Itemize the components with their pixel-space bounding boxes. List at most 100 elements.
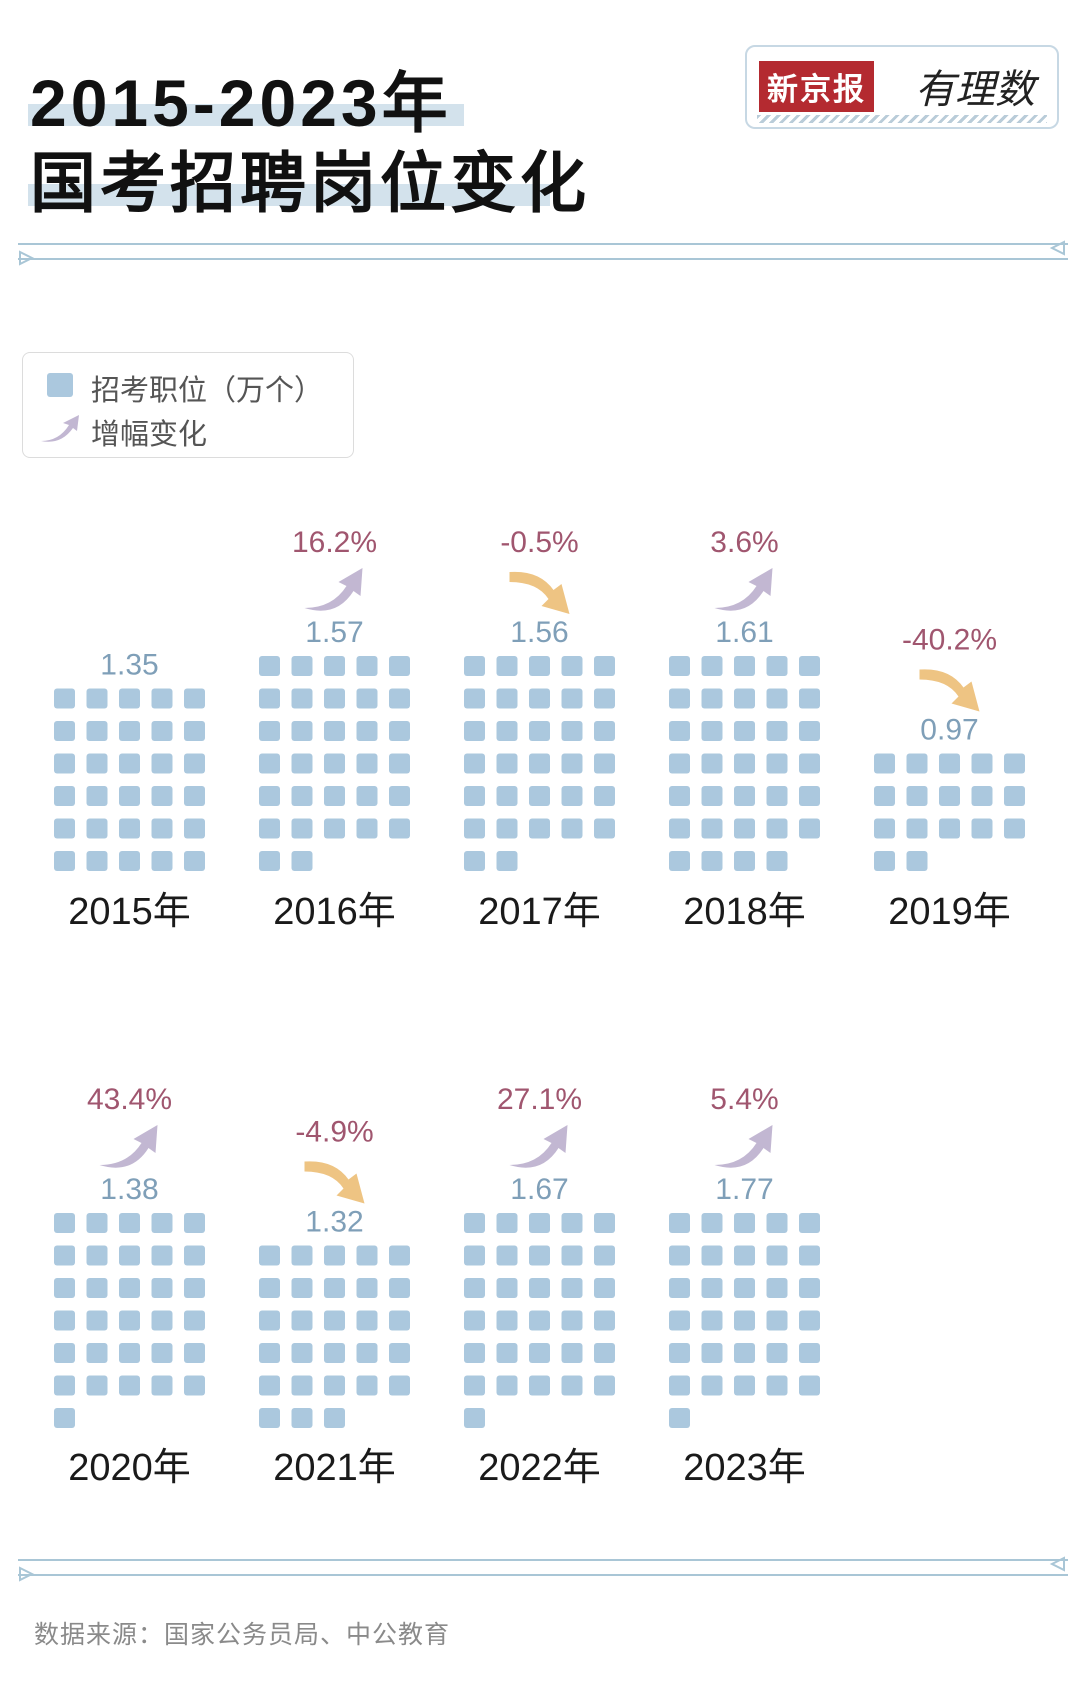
legend-square-icon: [47, 373, 73, 397]
waffle-square: [119, 1213, 140, 1233]
waffle-square: [561, 818, 583, 839]
waffle-square: [324, 1408, 345, 1428]
waffle-square: [561, 786, 583, 806]
waffle-square: [389, 818, 410, 839]
waffle-square: [259, 818, 280, 839]
waffle-square: [151, 1375, 173, 1396]
waffle-square: [561, 1213, 583, 1233]
waffle-square: [701, 1343, 723, 1363]
waffle-square: [291, 721, 313, 741]
waffle-square: [561, 1245, 583, 1266]
waffle-square: [119, 721, 140, 741]
waffle-square: [151, 1213, 173, 1233]
waffle-square: [669, 1408, 690, 1428]
waffle-square: [184, 1375, 205, 1396]
waffle-square: [799, 1245, 820, 1266]
waffle-square: [184, 688, 205, 709]
waffle-square: [54, 818, 75, 839]
waffle-square: [766, 1213, 788, 1233]
waffle-square: [529, 753, 550, 774]
waffle-square: [86, 753, 108, 774]
waffle-square: [184, 818, 205, 839]
waffle-square: [734, 786, 755, 806]
waffle-square: [561, 656, 583, 676]
waffle-square: [151, 753, 173, 774]
value-label: 1.57: [305, 616, 363, 649]
waffle-square: [119, 851, 140, 871]
waffle-square: [324, 1245, 345, 1266]
waffle-square: [151, 688, 173, 709]
value-label: 1.67: [510, 1173, 568, 1206]
year-label: 2021年: [273, 1447, 396, 1489]
waffle-square: [799, 818, 820, 839]
waffle-square: [874, 851, 895, 871]
waffle-square: [669, 786, 690, 806]
waffle-square: [529, 1245, 550, 1266]
change-arrow-up-icon: [509, 1125, 568, 1168]
waffle-square: [291, 1343, 313, 1363]
waffle-square: [701, 656, 723, 676]
waffle-square: [594, 818, 615, 839]
waffle-square: [799, 656, 820, 676]
change-arrow-up-icon: [99, 1125, 158, 1168]
waffle-square: [184, 753, 205, 774]
value-label: 1.35: [100, 649, 158, 682]
title-highlight-2: [28, 184, 550, 206]
waffle-square: [324, 818, 345, 839]
waffle-square: [151, 818, 173, 839]
waffle-square: [151, 1245, 173, 1266]
top-divider: [18, 240, 1068, 266]
waffle-square: [799, 1375, 820, 1396]
waffle-square: [766, 1375, 788, 1396]
waffle-square: [291, 1245, 313, 1266]
waffle-square: [701, 1278, 723, 1298]
waffle-square: [291, 818, 313, 839]
waffle-square: [734, 688, 755, 709]
waffle-square: [561, 753, 583, 774]
waffle-square: [799, 1213, 820, 1233]
waffle-square: [971, 786, 993, 806]
logo-script: 有理数: [915, 67, 1035, 113]
change-arrow-up-icon: [304, 568, 363, 611]
change-arrow-down-icon: [919, 669, 980, 712]
title-highlight-1: [28, 104, 464, 126]
waffle-square: [464, 818, 485, 839]
waffle-square: [86, 1375, 108, 1396]
waffle-square: [356, 1245, 378, 1266]
waffle-square: [496, 688, 518, 709]
waffle-square: [529, 1310, 550, 1331]
year-label: 2015年: [68, 891, 191, 933]
waffle-square: [701, 1310, 723, 1331]
waffle-square: [874, 818, 895, 839]
waffle-square: [464, 851, 485, 871]
waffle-square: [119, 1310, 140, 1331]
waffle-square: [356, 688, 378, 709]
waffle-square: [906, 851, 928, 871]
waffle-square: [529, 721, 550, 741]
page-title-line1: 2015-2023年: [30, 66, 452, 140]
waffle-square: [356, 1278, 378, 1298]
waffle-square: [464, 1343, 485, 1363]
waffle-square: [701, 1245, 723, 1266]
waffle-square: [86, 1310, 108, 1331]
waffle-square: [734, 818, 755, 839]
waffle-square: [291, 753, 313, 774]
waffle-square: [669, 1245, 690, 1266]
waffle-square: [259, 1245, 280, 1266]
waffle-square: [291, 1375, 313, 1396]
waffle-square: [259, 688, 280, 709]
waffle-square: [669, 851, 690, 871]
waffle-square: [389, 1278, 410, 1298]
waffle-square: [259, 1310, 280, 1331]
waffle-square: [529, 1278, 550, 1298]
waffle-square: [356, 1343, 378, 1363]
legend-arrow-icon: [41, 415, 79, 442]
waffle-square: [356, 786, 378, 806]
waffle-square: [734, 1375, 755, 1396]
waffle-square: [54, 688, 75, 709]
waffle-square: [594, 1278, 615, 1298]
waffle-square: [356, 1375, 378, 1396]
waffle-square: [54, 1278, 75, 1298]
waffle-square: [324, 753, 345, 774]
waffle-square: [594, 1375, 615, 1396]
